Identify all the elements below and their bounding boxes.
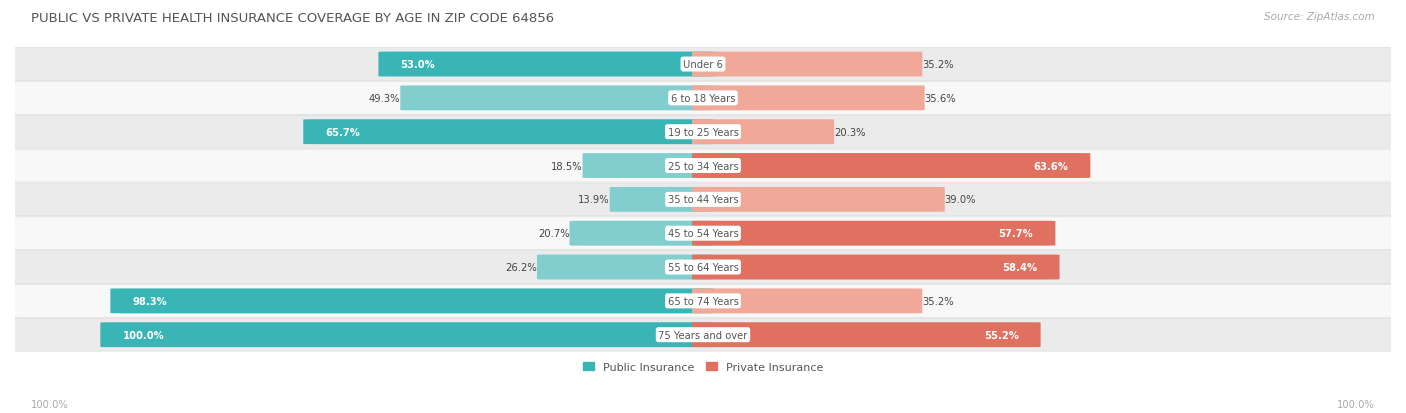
FancyBboxPatch shape [692, 255, 1060, 280]
Text: PUBLIC VS PRIVATE HEALTH INSURANCE COVERAGE BY AGE IN ZIP CODE 64856: PUBLIC VS PRIVATE HEALTH INSURANCE COVER… [31, 12, 554, 25]
FancyBboxPatch shape [1, 217, 1405, 250]
Text: 65.7%: 65.7% [325, 127, 360, 138]
FancyBboxPatch shape [1, 183, 1405, 216]
Text: 63.6%: 63.6% [1033, 161, 1069, 171]
Text: 6 to 18 Years: 6 to 18 Years [671, 94, 735, 104]
FancyBboxPatch shape [692, 323, 1040, 347]
FancyBboxPatch shape [1, 116, 1405, 149]
FancyBboxPatch shape [692, 52, 922, 77]
Text: 100.0%: 100.0% [1337, 399, 1375, 409]
FancyBboxPatch shape [537, 255, 714, 280]
Text: 35 to 44 Years: 35 to 44 Years [668, 195, 738, 205]
Text: 55 to 64 Years: 55 to 64 Years [668, 262, 738, 273]
Text: 58.4%: 58.4% [1002, 262, 1038, 273]
Text: 35.2%: 35.2% [922, 296, 953, 306]
Text: 35.2%: 35.2% [922, 60, 953, 70]
Text: 75 Years and over: 75 Years and over [658, 330, 748, 340]
FancyBboxPatch shape [692, 120, 834, 145]
Text: 20.7%: 20.7% [538, 229, 569, 239]
Text: 20.3%: 20.3% [834, 127, 866, 138]
FancyBboxPatch shape [692, 86, 925, 111]
Text: 55.2%: 55.2% [984, 330, 1018, 340]
FancyBboxPatch shape [1, 251, 1405, 284]
FancyBboxPatch shape [692, 154, 1090, 178]
FancyBboxPatch shape [1, 318, 1405, 351]
FancyBboxPatch shape [692, 188, 945, 212]
FancyBboxPatch shape [1, 82, 1405, 115]
FancyBboxPatch shape [378, 52, 714, 77]
FancyBboxPatch shape [1, 150, 1405, 183]
FancyBboxPatch shape [569, 221, 714, 246]
Text: 13.9%: 13.9% [578, 195, 610, 205]
Text: 53.0%: 53.0% [401, 60, 436, 70]
FancyBboxPatch shape [110, 289, 714, 313]
Text: 39.0%: 39.0% [945, 195, 976, 205]
Text: 25 to 34 Years: 25 to 34 Years [668, 161, 738, 171]
FancyBboxPatch shape [692, 289, 922, 313]
FancyBboxPatch shape [1, 48, 1405, 81]
Text: 57.7%: 57.7% [998, 229, 1033, 239]
Text: 100.0%: 100.0% [31, 399, 69, 409]
FancyBboxPatch shape [582, 154, 714, 178]
Text: 19 to 25 Years: 19 to 25 Years [668, 127, 738, 138]
FancyBboxPatch shape [692, 221, 1056, 246]
FancyBboxPatch shape [401, 86, 714, 111]
FancyBboxPatch shape [610, 188, 714, 212]
Text: 45 to 54 Years: 45 to 54 Years [668, 229, 738, 239]
Text: 18.5%: 18.5% [551, 161, 582, 171]
FancyBboxPatch shape [1, 285, 1405, 318]
Text: Under 6: Under 6 [683, 60, 723, 70]
Text: 100.0%: 100.0% [122, 330, 165, 340]
Legend: Public Insurance, Private Insurance: Public Insurance, Private Insurance [583, 362, 823, 372]
Text: 98.3%: 98.3% [132, 296, 167, 306]
Text: 35.6%: 35.6% [925, 94, 956, 104]
Text: 49.3%: 49.3% [368, 94, 401, 104]
FancyBboxPatch shape [304, 120, 714, 145]
Text: 65 to 74 Years: 65 to 74 Years [668, 296, 738, 306]
Text: Source: ZipAtlas.com: Source: ZipAtlas.com [1264, 12, 1375, 22]
FancyBboxPatch shape [100, 323, 714, 347]
Text: 26.2%: 26.2% [505, 262, 537, 273]
